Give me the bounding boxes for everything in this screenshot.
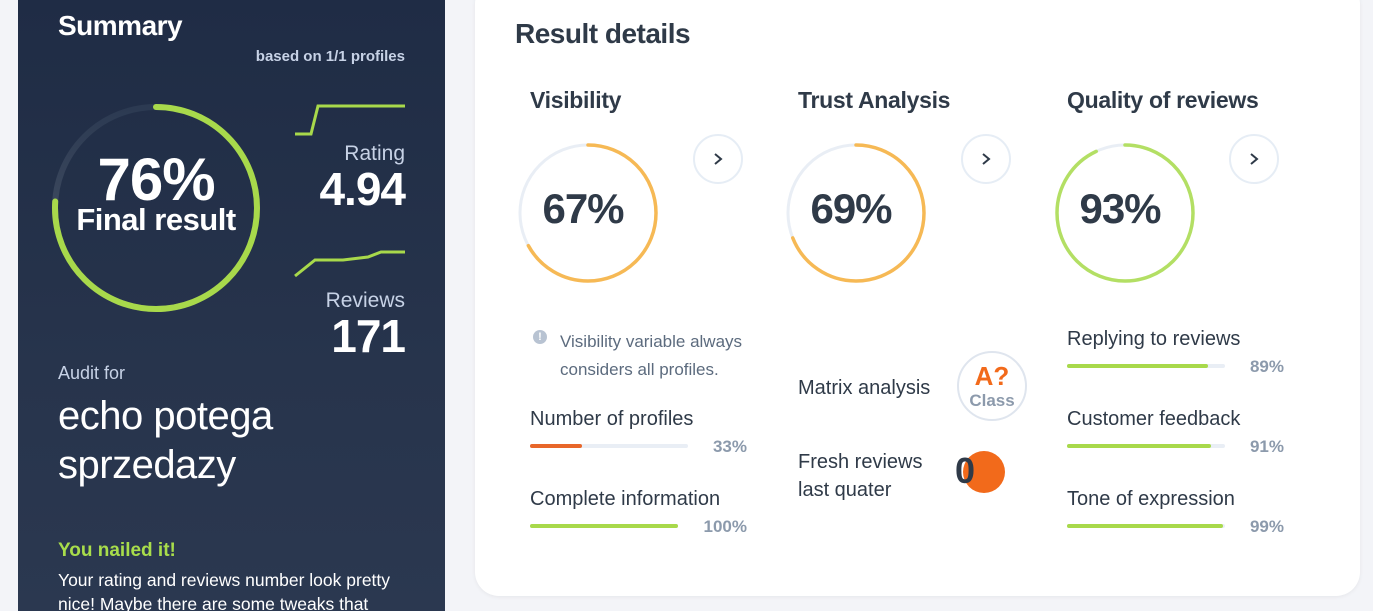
reviews-sparkline: [294, 250, 405, 278]
result-details-title: Result details: [515, 18, 691, 49]
metric-percent: 91%: [1249, 437, 1284, 456]
metric-bar: [530, 444, 688, 448]
fresh-reviews-badge: 0: [953, 450, 1007, 493]
trust-title: Trust Analysis: [798, 87, 951, 113]
rating-value: 4.94: [319, 163, 406, 215]
metric-percent: 100%: [703, 517, 747, 536]
trust-percent: 69%: [810, 185, 892, 232]
audit-for-label: Audit for: [58, 363, 126, 383]
reviews-value: 171: [331, 310, 406, 362]
matrix-analysis-label: Matrix analysis: [798, 377, 931, 399]
metric-bar-fill: [1067, 364, 1208, 368]
metric-bar-fill: [530, 524, 678, 528]
metric-bar-fill: [1067, 444, 1211, 448]
fresh-reviews-count: 0: [955, 450, 976, 491]
visibility-details-button[interactable]: [693, 134, 743, 184]
visibility-title: Visibility: [530, 87, 622, 113]
visibility-percent: 67%: [542, 185, 624, 232]
metric-label: Complete information: [530, 488, 721, 510]
rating-label: Rating: [344, 142, 405, 165]
trust-details-button[interactable]: [961, 134, 1011, 184]
summary-title: Summary: [58, 10, 183, 41]
fresh-reviews-label: Fresh reviews last quater: [798, 451, 923, 501]
final-result-ring: [52, 104, 260, 312]
chevron-right-icon: [714, 153, 723, 165]
nailed-title: You nailed it!: [58, 540, 176, 561]
final-result-label: Final result: [76, 202, 236, 237]
class-grade: A?: [974, 361, 1010, 391]
metric-bar: [1067, 444, 1225, 448]
quality-details-button[interactable]: [1229, 134, 1279, 184]
result-details-card: Result details Visibility 67% ! Visibili…: [475, 0, 1360, 596]
metric-bar: [1067, 364, 1225, 368]
quality-title: Quality of reviews: [1067, 87, 1259, 113]
nailed-text: Your rating and reviews number look pret…: [58, 570, 391, 611]
quality-gauge: [1055, 143, 1195, 283]
trust-gauge: [786, 143, 926, 283]
metric-bar-fill: [1067, 524, 1224, 528]
metric-bar: [530, 524, 678, 528]
metric-percent: 99%: [1249, 517, 1284, 536]
audit-company-name: echo potega sprzedazy: [58, 394, 273, 487]
metric-percent: 33%: [712, 437, 747, 456]
class-badge: A? Class: [957, 351, 1027, 421]
metric-label: Customer feedback: [1067, 408, 1241, 430]
chevron-right-icon: [1250, 153, 1259, 165]
based-on-profiles: based on 1/1 profiles: [255, 48, 405, 65]
fresh-reviews-dot: [963, 451, 1005, 493]
metric-bar: [1067, 524, 1225, 528]
metric-bar-fill: [530, 444, 583, 448]
metric-label: Tone of expression: [1067, 488, 1235, 510]
metric-percent: 89%: [1249, 357, 1284, 376]
metric-label: Replying to reviews: [1067, 328, 1241, 350]
metric-label: Number of profiles: [530, 408, 694, 430]
rating-sparkline: [295, 104, 405, 136]
info-icon: !: [533, 330, 547, 344]
quality-percent: 93%: [1079, 185, 1161, 232]
final-result-percent: 76%: [97, 146, 215, 213]
visibility-note: Visibility variable always considers all…: [560, 332, 743, 379]
reviews-label: Reviews: [325, 289, 405, 312]
chevron-right-icon: [982, 153, 991, 165]
summary-panel: Summary based on 1/1 profiles 76% Final …: [18, 0, 445, 611]
class-word: Class: [969, 391, 1015, 410]
visibility-gauge: [518, 143, 658, 283]
